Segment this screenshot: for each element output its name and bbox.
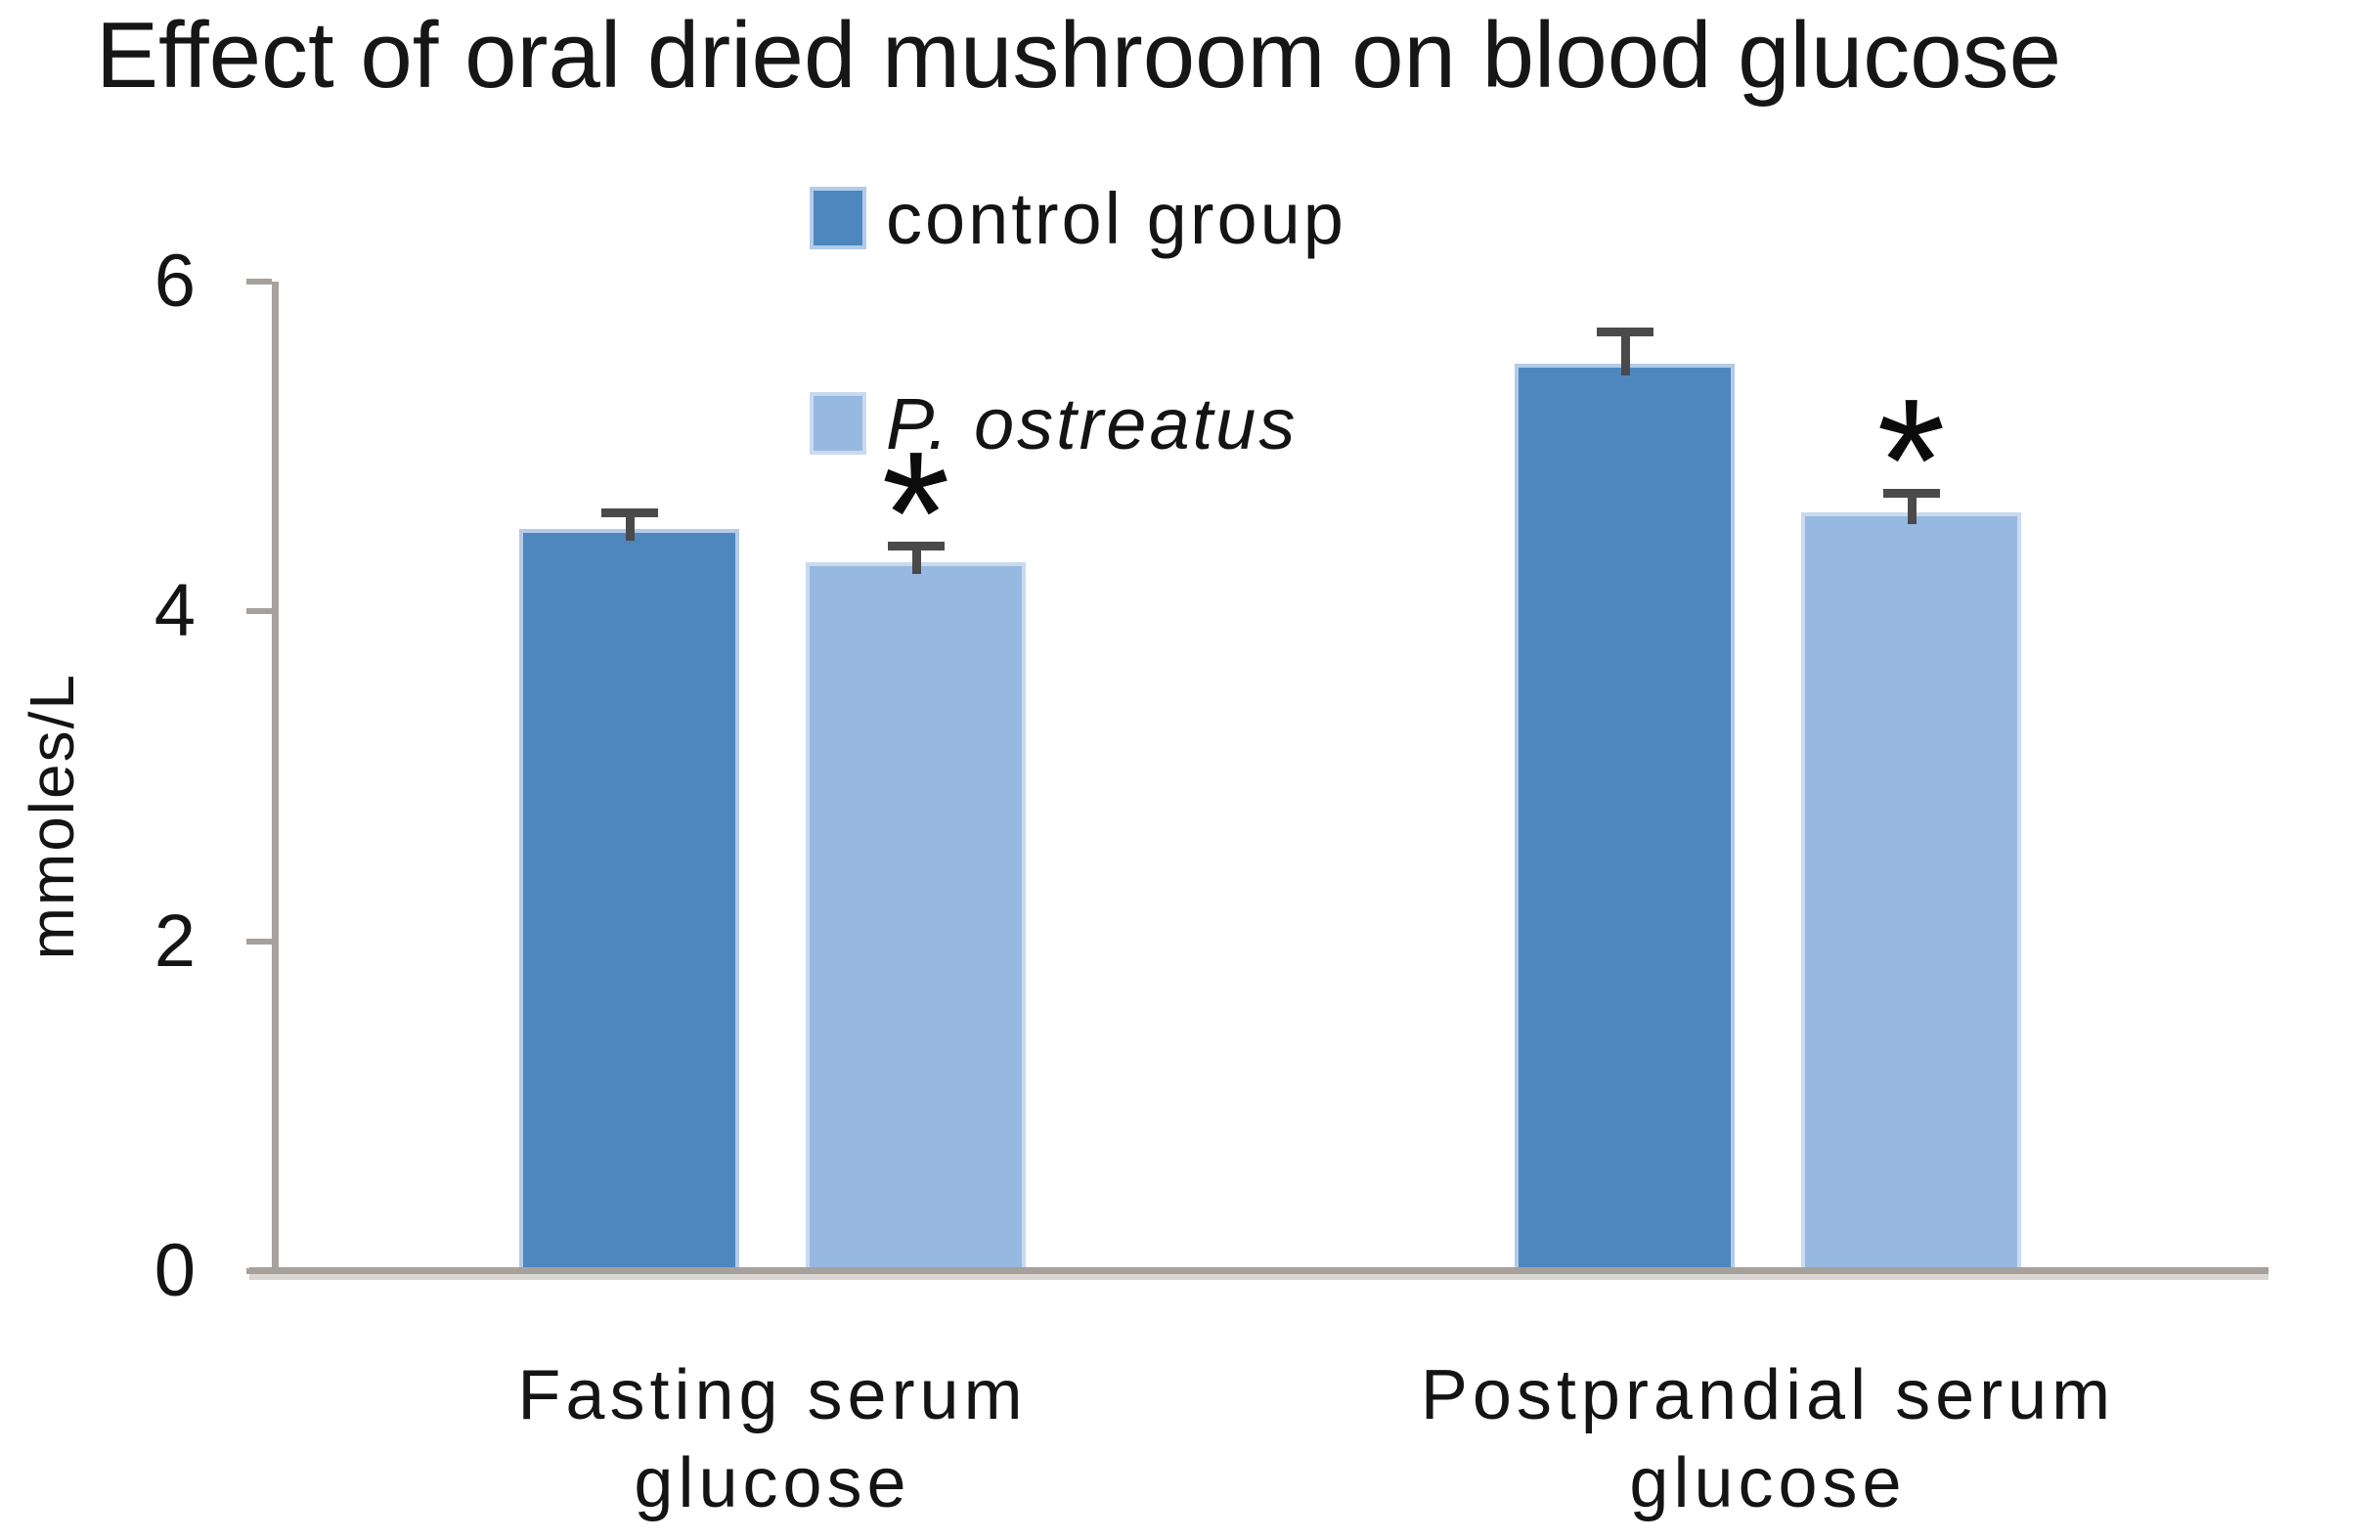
- legend-swatch-p-ostreatus: [810, 392, 866, 455]
- legend-swatch-control-group: [810, 187, 866, 249]
- significance-asterisk: *: [1876, 362, 1946, 559]
- legend-label-control-group: control group: [886, 177, 1346, 259]
- error-bar-stem: [1907, 496, 1917, 525]
- y-tick-label: 4: [154, 569, 196, 653]
- legend-label-p-ostreatus: P. ostreatus: [886, 382, 1299, 464]
- significance-asterisk: *: [881, 415, 950, 612]
- y-axis-line: [272, 282, 279, 1277]
- y-tick-mark: [246, 608, 272, 615]
- x-category-label: Fasting serum glucose: [517, 1356, 1028, 1522]
- error-bar-cap: [1596, 327, 1653, 336]
- y-tick-label: 6: [154, 240, 196, 323]
- x-axis-line: [249, 1267, 2269, 1274]
- error-bar-cap: [887, 541, 945, 550]
- x-category-label: Postprandial serum glucose: [1420, 1356, 2116, 1522]
- chart-title: Effect of oral dried mushroom on blood g…: [96, 3, 2062, 108]
- legend-item-p-ostreatus: P. ostreatus: [810, 383, 1346, 464]
- y-tick-label: 2: [154, 899, 196, 983]
- error-bar-cap: [1882, 488, 1940, 498]
- y-tick-mark: [246, 938, 272, 945]
- y-tick-label: 0: [154, 1229, 196, 1312]
- legend-item-control-group: control group: [810, 178, 1346, 259]
- error-bar-stem: [625, 516, 635, 541]
- y-tick-mark: [246, 279, 272, 285]
- error-bar-stem: [1620, 334, 1630, 376]
- legend: control group P. ostreatus: [810, 178, 1346, 464]
- bar-control-group: [519, 529, 739, 1271]
- bar-control-group: [1515, 364, 1735, 1271]
- error-bar-stem: [911, 549, 921, 574]
- error-bar-cap: [600, 508, 658, 518]
- bar-p-ostreatus: [1801, 512, 2021, 1271]
- bar-p-ostreatus: [806, 561, 1026, 1271]
